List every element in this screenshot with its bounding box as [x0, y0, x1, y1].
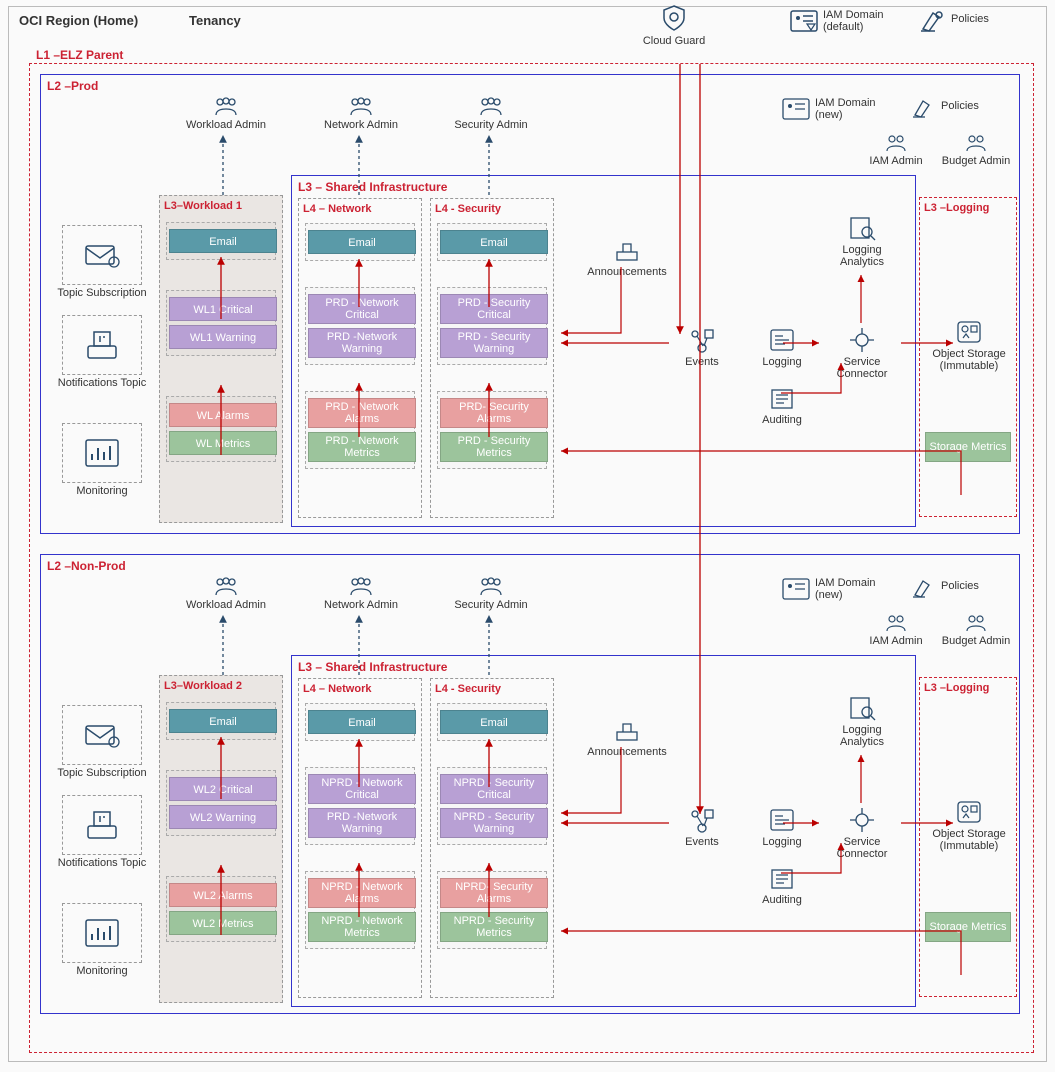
l4-security-np: L4 - Security Email NPRD - Security Crit…: [430, 678, 554, 998]
wl-warning: WL1 Warning: [169, 325, 277, 349]
announcements-icon: Announcements: [582, 238, 672, 278]
budget-admin-icon-np: Budget Admin: [941, 613, 1011, 647]
logging-analytics-icon: Logging Analytics: [822, 212, 902, 268]
l3-workload1: L3–Workload 1 Email WL1 Critical WL1 War…: [159, 195, 283, 523]
events-icon-np: Events: [672, 806, 732, 848]
monitoring: Monitoring: [57, 423, 147, 497]
policies-new-icon-np: Policies: [911, 577, 1001, 601]
l3-logging-prod: L3 –Logging Object Storage (Immutable) S…: [919, 197, 1017, 517]
region-box: OCI Region (Home) Tenancy Cloud Guard IA…: [8, 6, 1047, 1062]
iam-admin-icon-np: IAM Admin: [856, 613, 936, 647]
l4-network: L4 – Network Email PRD - Network Critica…: [298, 198, 422, 518]
storage-metrics: Storage Metrics: [925, 432, 1011, 462]
wl-alarms: WL Alarms: [169, 403, 277, 427]
object-storage-icon-np: Object Storage (Immutable): [920, 798, 1018, 852]
l1-elz-parent: L1 –ELZ Parent L2 –Prod Workload Admin N…: [29, 63, 1034, 1053]
l3-shared-infra-np: L3 – Shared Infrastructure L4 – Network …: [291, 655, 916, 1007]
l2-prod-label: L2 –Prod: [47, 79, 98, 93]
l4-security: L4 - Security Email PRD - Security Criti…: [430, 198, 554, 518]
logging-icon: Logging: [752, 326, 812, 368]
announcements-icon-np: Announcements: [582, 718, 672, 758]
l1-label: L1 –ELZ Parent: [36, 48, 123, 62]
auditing-icon-np: Auditing: [752, 866, 812, 906]
monitoring-np: Monitoring: [57, 903, 147, 977]
logging-analytics-icon-np: Logging Analytics: [822, 692, 902, 748]
security-admin-icon: Security Admin: [446, 95, 536, 131]
wl-email: Email: [169, 229, 277, 253]
wl-metrics: WL Metrics: [169, 431, 277, 455]
l3-logging-np: L3 –Logging Object Storage (Immutable) S…: [919, 677, 1017, 997]
service-connector-icon: Service Connector: [822, 326, 902, 380]
topic-subscription-np: Topic Subscription: [57, 705, 147, 779]
region-title: OCI Region (Home): [19, 13, 138, 28]
iam-admin-icon: IAM Admin: [856, 133, 936, 167]
service-connector-icon-np: Service Connector: [822, 806, 902, 860]
l4-network-np: L4 – Network Email NPRD - Network Critic…: [298, 678, 422, 998]
tenancy-title: Tenancy: [189, 13, 241, 28]
topic-subscription: Topic Subscription: [57, 225, 147, 299]
logging-icon-np: Logging: [752, 806, 812, 848]
notifications-topic: Notifications Topic: [57, 315, 147, 389]
l2-nonprod-label: L2 –Non-Prod: [47, 559, 126, 573]
iam-domain-default-icon: IAM Domain (default): [789, 9, 899, 35]
l3-workload2: L3–Workload 2 Email WL2 Critical WL2 War…: [159, 675, 283, 1003]
l3-shared-infra-prod: L3 – Shared Infrastructure L4 – Network …: [291, 175, 916, 527]
iam-domain-new-icon: IAM Domain (new): [781, 97, 891, 123]
wl-critical: WL1 Critical: [169, 297, 277, 321]
iam-domain-new-icon-np: IAM Domain (new): [781, 577, 891, 603]
policies-icon: Policies: [919, 9, 1009, 35]
workload-admin-icon: Workload Admin: [181, 95, 271, 131]
cloud-guard-icon: Cloud Guard: [634, 3, 714, 47]
events-icon: Events: [672, 326, 732, 368]
l2-prod: L2 –Prod Workload Admin Network Admin Se…: [40, 74, 1020, 534]
network-admin-icon-np: Network Admin: [316, 575, 406, 611]
l2-nonprod: L2 –Non-Prod Workload Admin Network Admi…: [40, 554, 1020, 1014]
notifications-topic-np: Notifications Topic: [57, 795, 147, 869]
auditing-icon: Auditing: [752, 386, 812, 426]
object-storage-icon: Object Storage (Immutable): [920, 318, 1018, 372]
policies-new-icon: Policies: [911, 97, 1001, 121]
workload-admin-icon-np: Workload Admin: [181, 575, 271, 611]
network-admin-icon: Network Admin: [316, 95, 406, 131]
budget-admin-icon: Budget Admin: [941, 133, 1011, 167]
security-admin-icon-np: Security Admin: [446, 575, 536, 611]
